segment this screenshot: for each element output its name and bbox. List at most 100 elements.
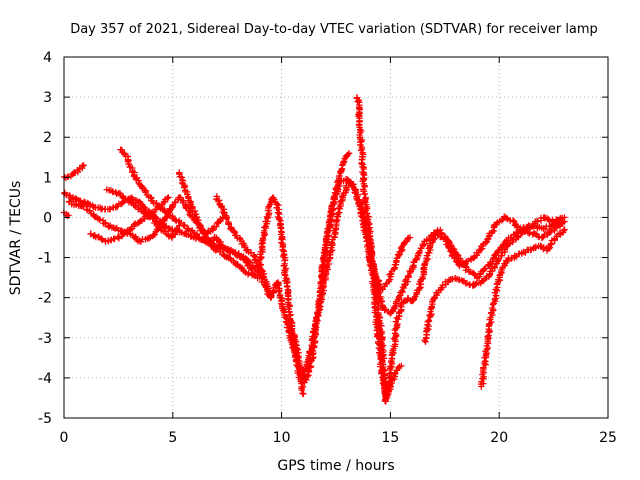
data-point (275, 288, 282, 295)
data-point (244, 271, 252, 278)
data-point (115, 233, 123, 240)
x-axis: 0 5 10 15 20 25 (60, 57, 617, 446)
data-point (489, 304, 496, 312)
data-point (293, 345, 300, 352)
data-point (80, 162, 87, 169)
data-point (136, 237, 143, 244)
data-point (213, 246, 220, 253)
data-point (120, 195, 128, 202)
data-point (154, 222, 161, 230)
data-point (132, 220, 139, 227)
data-point (531, 230, 539, 237)
data-point (194, 219, 201, 226)
data-point (182, 230, 189, 237)
data-point (490, 255, 497, 262)
data-point (118, 200, 126, 207)
data-point (322, 247, 330, 255)
data-point (161, 217, 168, 224)
data-point (561, 226, 568, 233)
data-point (96, 216, 103, 223)
data-point (540, 245, 547, 253)
data-point (258, 240, 265, 248)
plot-frame (63, 56, 609, 419)
data-point (547, 241, 554, 248)
data-point (284, 283, 291, 291)
x-tick-label: 15 (381, 430, 399, 446)
y-tick-label: -2 (38, 291, 52, 307)
data-point (202, 234, 210, 242)
data-point (394, 364, 402, 372)
series-3 (65, 194, 226, 245)
data-point (498, 217, 506, 224)
data-point (387, 270, 395, 277)
x-tick-label: 10 (273, 430, 291, 446)
series-5 (117, 146, 263, 282)
data-point (180, 184, 188, 191)
data-point (514, 224, 521, 231)
data-points (60, 94, 568, 405)
data-point (65, 173, 72, 180)
data-point (243, 259, 250, 266)
y-tick-label: -5 (38, 411, 52, 427)
data-point (439, 282, 446, 289)
data-point (493, 292, 500, 299)
data-point (150, 232, 157, 239)
data-point (561, 214, 568, 221)
data-point (339, 193, 346, 200)
data-point (384, 387, 391, 394)
data-point (556, 230, 563, 237)
data-point (227, 225, 234, 232)
data-point (547, 223, 555, 230)
series-0 (61, 162, 87, 182)
y-tick-label: 4 (43, 50, 52, 66)
y-axis: -5 -4 -3 -2 -1 0 1 2 3 4 (38, 50, 608, 427)
data-point (378, 322, 385, 329)
data-point (361, 190, 368, 198)
data-point (484, 333, 491, 340)
data-point (283, 324, 291, 331)
y-tick-label: 3 (43, 90, 52, 106)
x-axis-label: GPS time / hours (277, 458, 394, 474)
x-tick-label: 5 (168, 430, 177, 446)
y-tick-label: 2 (43, 130, 52, 146)
y-tick-label: -3 (38, 331, 52, 347)
series-6 (103, 186, 183, 241)
y-tick-label: 1 (43, 170, 52, 186)
data-point (176, 222, 183, 229)
data-point (240, 255, 247, 262)
series-14 (477, 226, 568, 390)
data-point (326, 216, 333, 224)
data-point (120, 230, 127, 237)
data-point (292, 340, 299, 348)
data-point (425, 317, 432, 324)
data-point (172, 216, 179, 223)
data-point (274, 282, 282, 289)
data-point (172, 231, 179, 238)
data-point (259, 273, 267, 280)
data-point (352, 186, 360, 193)
data-point (472, 281, 479, 288)
x-tick-label: 25 (599, 430, 617, 446)
data-point (300, 390, 307, 398)
data-point (482, 239, 490, 246)
data-point (398, 362, 405, 370)
data-point (236, 253, 243, 260)
data-point (470, 254, 477, 262)
data-point (215, 197, 223, 204)
data-point (366, 235, 373, 243)
data-point (247, 249, 255, 257)
x-tick-label: 20 (490, 430, 508, 446)
data-point (556, 216, 564, 223)
data-point (145, 212, 153, 220)
data-point (510, 217, 517, 224)
y-tick-label: -4 (38, 371, 52, 387)
data-point (98, 235, 105, 242)
data-point (420, 265, 427, 272)
data-point (79, 162, 86, 170)
data-point (119, 194, 126, 201)
data-point (130, 221, 138, 228)
data-point (358, 145, 366, 153)
data-point (165, 194, 172, 201)
data-point (212, 247, 219, 254)
